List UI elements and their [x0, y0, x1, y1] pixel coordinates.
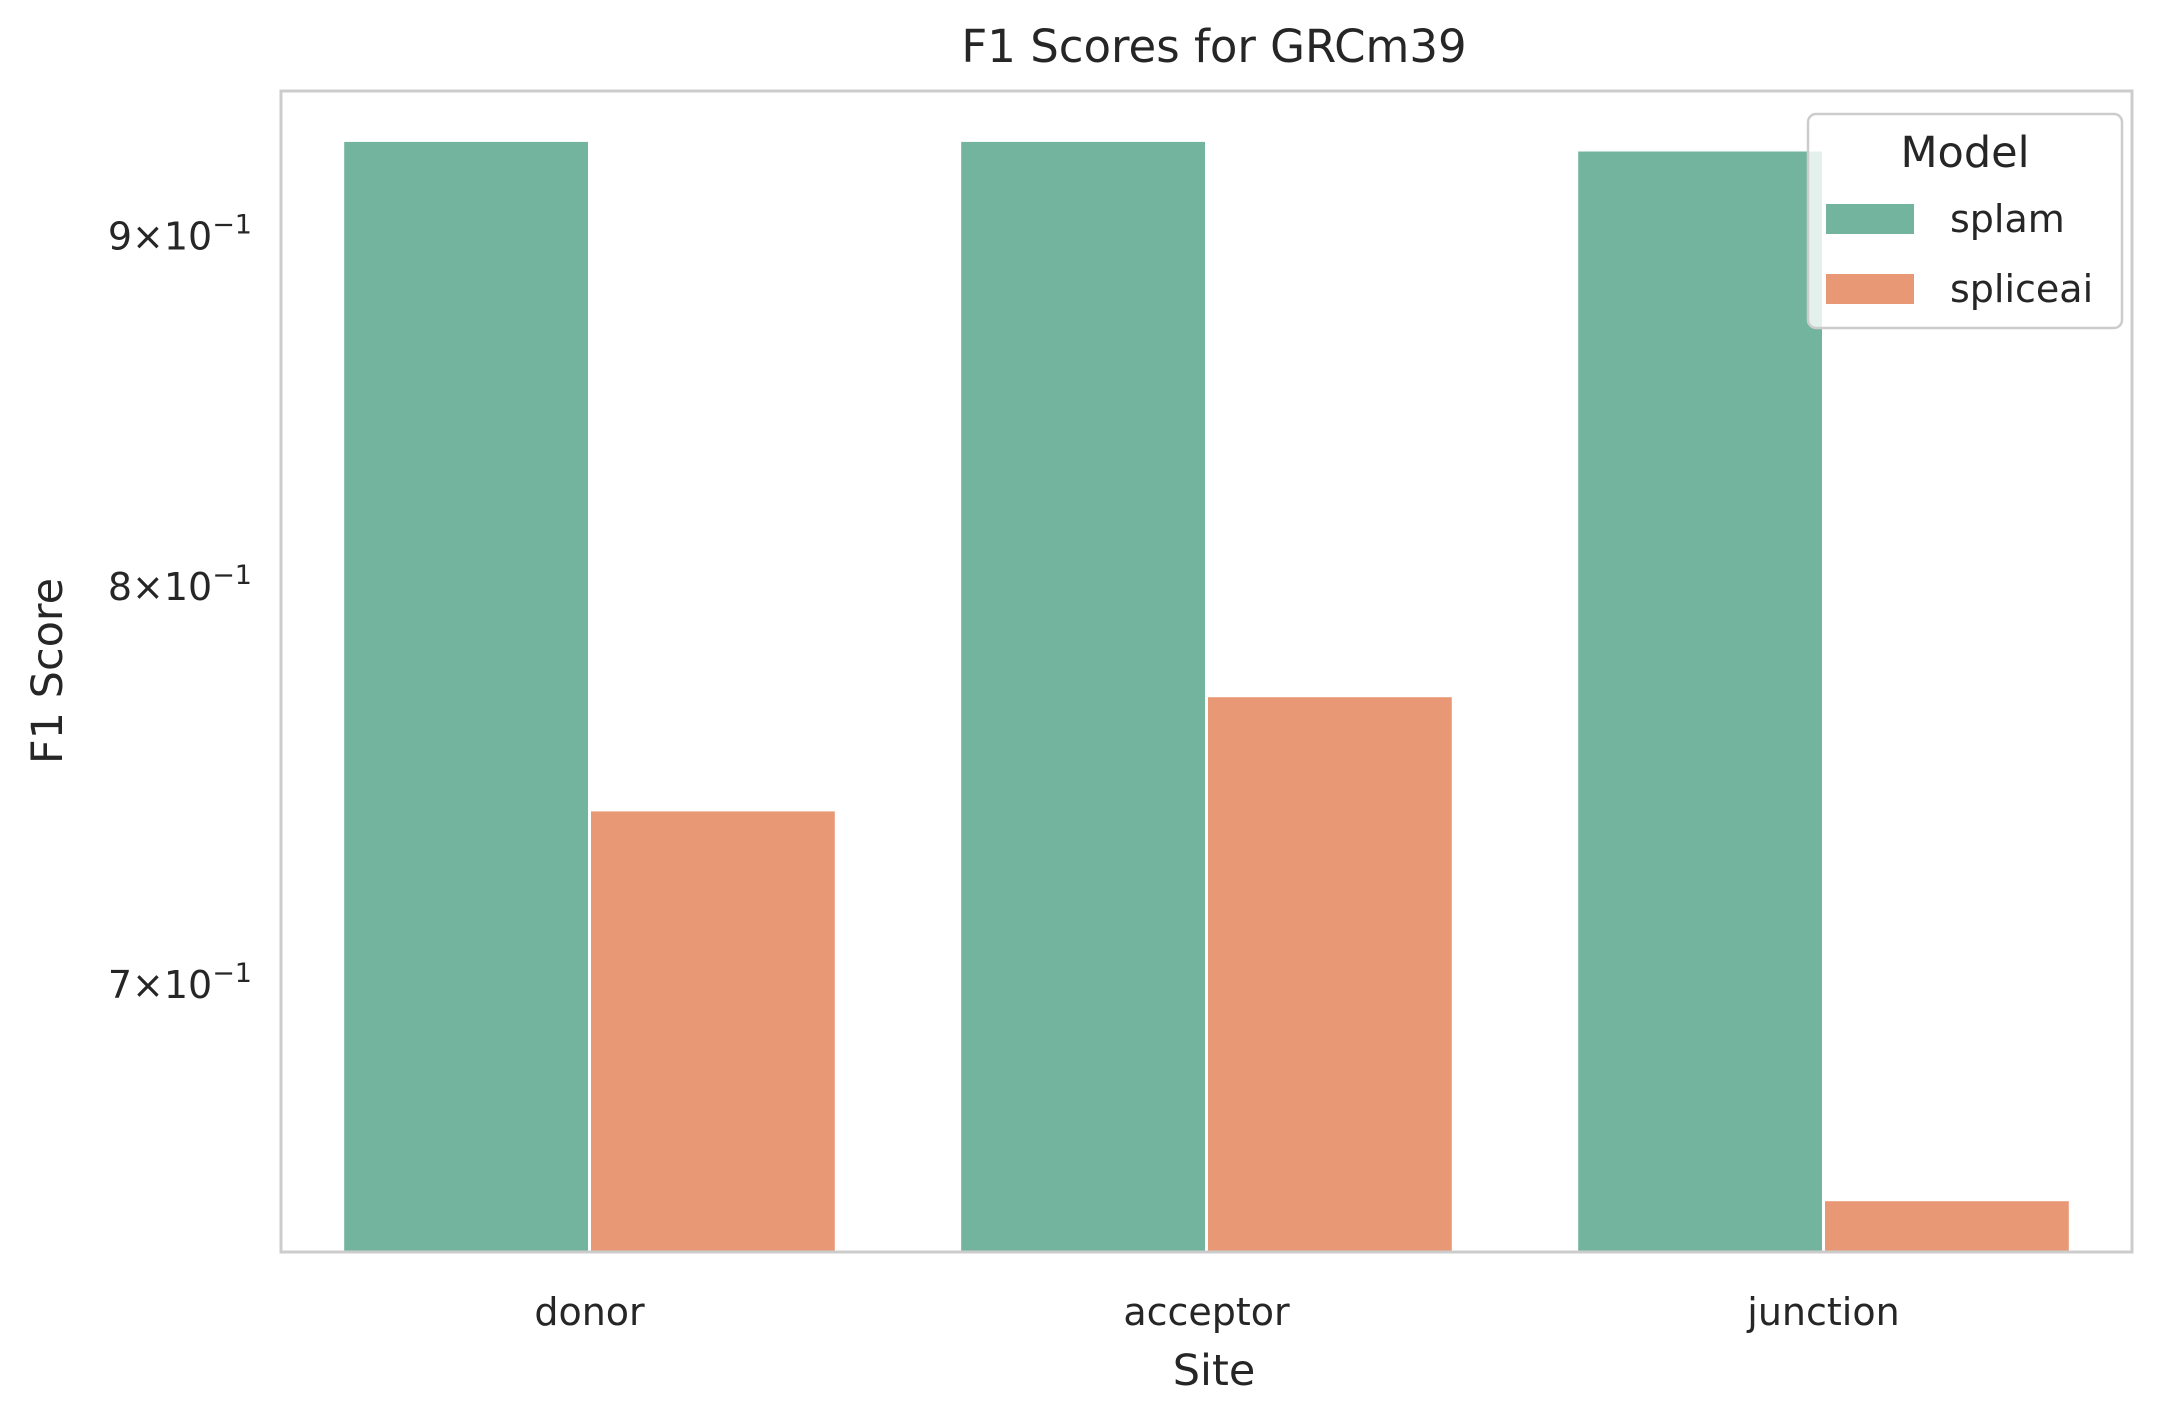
bars-group	[344, 141, 2069, 1252]
y-tick-label: 8×10−1	[108, 560, 252, 609]
y-tick-label: 9×10−1	[108, 209, 252, 258]
legend: Model splam spliceai	[1806, 112, 2124, 330]
legend-swatch-splam	[1826, 204, 1914, 234]
bar-spliceai-acceptor	[1208, 697, 1452, 1252]
y-axis-label: F1 Score	[23, 578, 73, 764]
x-axis-label: Site	[1173, 1346, 1256, 1396]
bar-splam-donor	[344, 141, 588, 1252]
x-tick-labels: donor acceptor junction	[534, 1290, 1899, 1334]
legend-label-splam: splam	[1950, 197, 2065, 241]
x-tick-label-junction: junction	[1746, 1290, 1899, 1334]
x-tick-label-donor: donor	[534, 1290, 645, 1334]
legend-items: splam spliceai	[1826, 197, 2093, 311]
bar-spliceai-donor	[591, 811, 835, 1252]
x-tick-label-acceptor: acceptor	[1123, 1290, 1290, 1334]
chart-title: F1 Scores for GRCm39	[961, 20, 1466, 73]
bar-splam-acceptor	[961, 141, 1205, 1252]
legend-label-spliceai: spliceai	[1950, 267, 2093, 311]
bar-splam-junction	[1578, 151, 1822, 1252]
bar-spliceai-junction	[1825, 1201, 2069, 1252]
y-tick-labels: 9×10−1 8×10−1 7×10−1	[108, 209, 252, 1007]
legend-swatch-spliceai	[1826, 274, 1914, 304]
plot-frame	[279, 89, 2134, 1254]
legend-title: Model	[1900, 128, 2029, 178]
y-tick-label: 7×10−1	[108, 958, 252, 1007]
